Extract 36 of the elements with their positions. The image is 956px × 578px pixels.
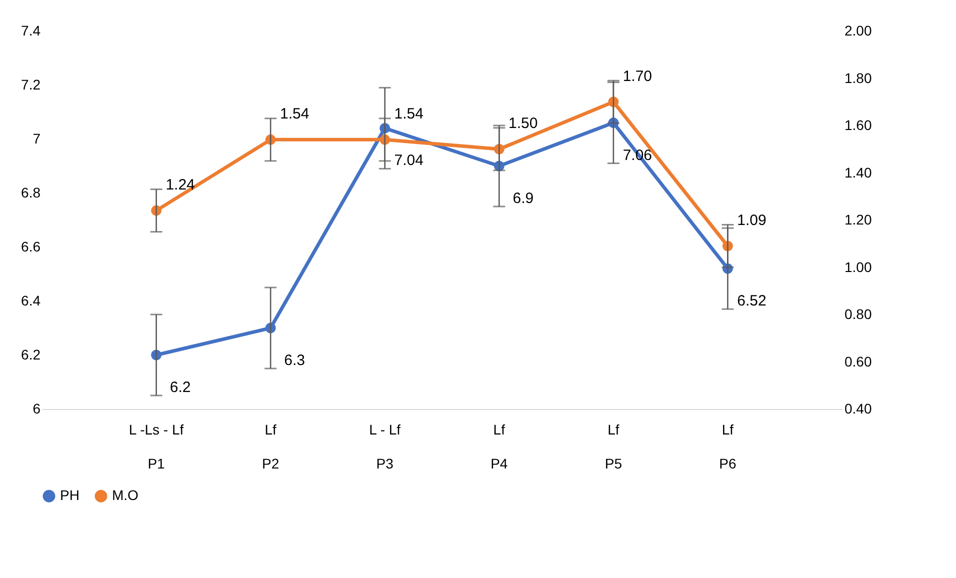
y2-tick-label: 0.80 [844, 306, 872, 322]
y2-tick-label: 1.40 [844, 164, 872, 180]
data-label: 1.50 [508, 115, 538, 132]
y2-tick-label: 2.00 [844, 22, 872, 38]
y-tick-label: 6.2 [21, 346, 41, 362]
data-label: 1.54 [280, 106, 310, 123]
y-tick-label: 7.2 [21, 76, 41, 92]
y2-tick-label: 1.20 [844, 212, 872, 228]
data-label: 7.04 [394, 152, 424, 170]
category-label: Lf P4 [490, 422, 508, 472]
data-label: 1.24 [166, 176, 195, 194]
y2-tick-label: 0.40 [844, 400, 872, 416]
y-tick-label: 6.6 [21, 238, 41, 254]
category-label: L - Lf P3 [369, 422, 401, 472]
data-label: 6.52 [737, 292, 766, 310]
y-tick-label: 6.4 [21, 292, 41, 308]
y-tick-label: 7 [32, 130, 41, 146]
data-label: 6.9 [512, 190, 534, 207]
legend-label: M.O [112, 487, 139, 504]
y2-tick-label: 0.60 [844, 353, 872, 370]
y-tick-label: 7.4 [21, 22, 41, 38]
category-label: L -Ls - Lf P1 [128, 422, 184, 472]
y-tick-label: 6.8 [21, 184, 41, 200]
category-label: Lf P5 [604, 422, 622, 472]
category-label: Lf P2 [262, 422, 280, 472]
data-label: 6.2 [170, 379, 191, 396]
data-label: 1.54 [394, 106, 424, 123]
y2-tick-label: 1.00 [844, 258, 872, 275]
y2-tick-label: 1.80 [844, 70, 872, 86]
category-label: Lf P6 [719, 422, 736, 472]
y2-tick-label: 1.60 [844, 117, 872, 133]
data-label: 1.09 [737, 212, 766, 229]
y-tick-label: 6 [32, 400, 41, 416]
legend-label: PH [60, 487, 80, 504]
data-label: 6.3 [284, 352, 305, 369]
data-label: 1.70 [622, 68, 652, 85]
